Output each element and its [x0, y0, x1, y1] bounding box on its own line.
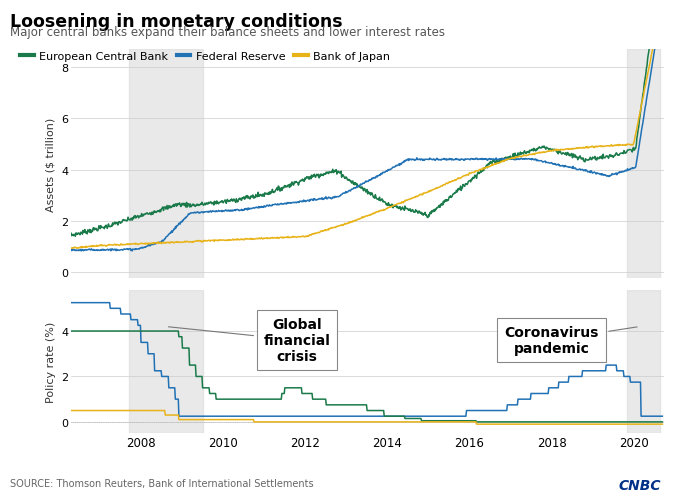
Bar	[129, 50, 203, 278]
Bar	[628, 291, 660, 433]
Y-axis label: Policy rate (%): Policy rate (%)	[45, 322, 56, 402]
Legend: European Central Bank, Federal Reserve, Bank of Japan: European Central Bank, Federal Reserve, …	[16, 48, 395, 67]
Text: Coronavirus
pandemic: Coronavirus pandemic	[504, 325, 637, 356]
Bar	[628, 50, 660, 278]
Text: Global
financial
crisis: Global financial crisis	[168, 317, 330, 364]
Bar	[129, 291, 203, 433]
Text: CNBC: CNBC	[618, 478, 661, 492]
Y-axis label: Assets ($ trillion): Assets ($ trillion)	[45, 117, 56, 211]
Text: Major central banks expand their balance sheets and lower interest rates: Major central banks expand their balance…	[10, 26, 445, 39]
Text: Loosening in monetary conditions: Loosening in monetary conditions	[10, 13, 343, 31]
Text: SOURCE: Thomson Reuters, Bank of International Settlements: SOURCE: Thomson Reuters, Bank of Interna…	[10, 478, 314, 488]
